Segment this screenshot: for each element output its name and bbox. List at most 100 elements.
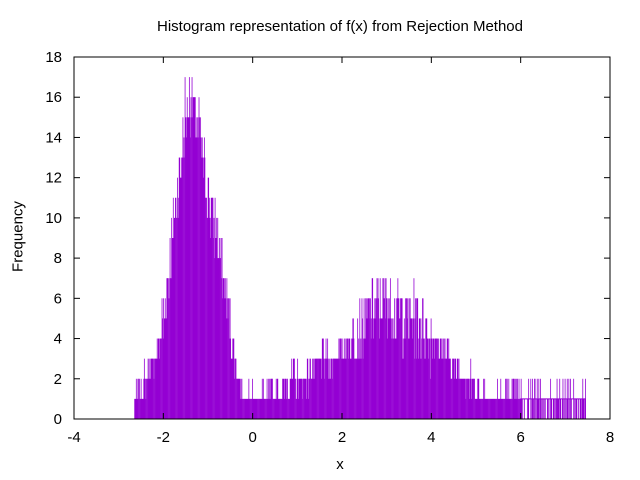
histogram-bar	[146, 378, 148, 419]
histogram-bar	[178, 157, 180, 420]
histogram-bar	[438, 338, 439, 419]
histogram-bar	[355, 358, 356, 419]
histogram-bar	[171, 217, 173, 419]
histogram-bar	[400, 298, 401, 419]
histogram-bar	[145, 378, 146, 419]
histogram-bar	[240, 378, 242, 419]
histogram-bar	[206, 197, 207, 419]
x-tick-label: 6	[516, 429, 524, 446]
histogram-bar	[240, 398, 242, 419]
histogram-bar	[203, 137, 205, 419]
histogram-bar	[256, 398, 258, 419]
histogram-bar	[495, 398, 497, 419]
histogram-bar	[432, 338, 434, 419]
histogram-bar	[264, 398, 265, 419]
chart-title: Histogram representation of f(x) from Re…	[157, 18, 523, 35]
histogram-bar	[430, 378, 431, 419]
histogram-bar	[310, 378, 312, 419]
histogram-bar	[148, 358, 150, 419]
histogram-bar	[286, 378, 288, 419]
histogram-bar	[512, 398, 513, 419]
histogram-bar	[199, 137, 201, 419]
histogram-bar	[365, 298, 367, 419]
histogram-bar	[147, 358, 149, 419]
histogram-bar	[357, 318, 359, 419]
histogram-bar	[141, 398, 143, 419]
histogram-bar	[467, 378, 469, 419]
histogram-bar	[476, 398, 478, 419]
histogram-bar	[547, 398, 548, 419]
histogram-bar	[152, 358, 154, 419]
histogram-bar	[317, 358, 319, 419]
histogram-bar	[453, 358, 455, 419]
histogram-bar	[347, 338, 348, 419]
histogram-bar	[401, 298, 403, 419]
histogram-bar	[442, 338, 444, 419]
histogram-bar	[551, 398, 553, 419]
histogram-bar	[160, 338, 161, 419]
histogram-bar	[533, 398, 534, 419]
histogram-bar	[165, 318, 167, 419]
histogram-bar	[364, 338, 366, 419]
histogram-bar	[315, 358, 317, 419]
histogram-bar	[332, 358, 334, 419]
histogram-bar	[190, 137, 191, 419]
histogram-bar	[200, 117, 202, 419]
histogram-bar	[209, 217, 211, 419]
histogram-bar	[266, 378, 268, 419]
histogram-bar	[391, 318, 393, 419]
histogram-bar	[211, 197, 213, 419]
histogram-bar	[444, 358, 445, 419]
histogram-bar	[296, 398, 297, 419]
histogram-bar	[245, 398, 247, 419]
histogram-bar	[202, 157, 204, 420]
histogram-bar	[158, 358, 160, 419]
histogram-bar	[249, 398, 251, 419]
histogram-bar	[142, 398, 144, 419]
histogram-bar	[212, 197, 214, 419]
histogram-bar	[399, 318, 401, 419]
histogram-bar	[301, 378, 303, 419]
histogram-bar	[446, 358, 448, 419]
histogram-bar	[582, 398, 584, 419]
histogram-bar	[221, 278, 222, 419]
histogram-bar	[484, 378, 486, 419]
histogram-bar	[418, 358, 420, 419]
histogram-bar	[539, 398, 541, 419]
histogram-bar	[355, 358, 357, 419]
histogram-bar	[506, 378, 508, 419]
y-tick-label: 14	[45, 129, 62, 146]
histogram-bar	[518, 398, 519, 419]
histogram-bar	[377, 298, 378, 419]
histogram-bar	[517, 378, 518, 419]
histogram-bar	[305, 378, 307, 419]
histogram-bar	[231, 358, 233, 419]
histogram-bar	[372, 278, 374, 419]
histogram-bar	[491, 398, 493, 419]
histogram-bar	[543, 398, 545, 419]
histogram-bar	[383, 298, 385, 419]
histogram-bar	[461, 378, 463, 419]
histogram-bar	[313, 358, 315, 419]
histogram-bar	[375, 318, 377, 419]
histogram-bar	[288, 398, 289, 419]
histogram-bar	[492, 398, 494, 419]
histogram-bar	[196, 117, 198, 419]
histogram-bar	[177, 177, 178, 419]
histogram-bar	[532, 398, 534, 419]
histogram-bar	[488, 398, 490, 419]
histogram-bar	[416, 298, 418, 419]
histogram-bar	[445, 358, 446, 419]
histogram-bar	[460, 378, 462, 419]
histogram-bar	[439, 358, 441, 419]
histogram-bar	[424, 338, 426, 419]
histogram-bar	[188, 77, 190, 419]
histogram-bar	[483, 378, 485, 419]
histogram-bar	[155, 358, 156, 419]
histogram-bar	[137, 378, 139, 419]
histogram-bar	[569, 398, 571, 419]
histogram-bar	[419, 358, 421, 419]
histogram-bar	[358, 338, 360, 419]
histogram-bar	[203, 157, 205, 420]
